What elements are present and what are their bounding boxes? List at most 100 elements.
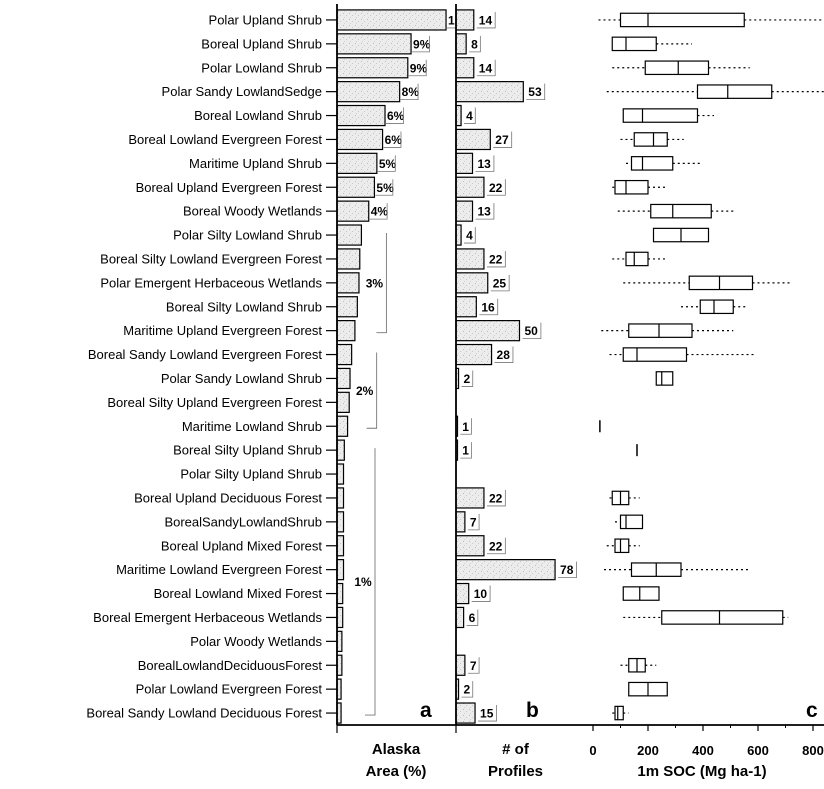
profiles-value-label: 4 [466, 109, 473, 123]
area-bar [336, 391, 350, 413]
profiles-value-label: 16 [481, 300, 495, 314]
profiles-bar [455, 200, 474, 222]
soc-box [688, 275, 754, 291]
profiles-label-frame [522, 322, 542, 340]
profiles-value-label: 2 [464, 372, 471, 386]
category-label: Boreal Silty Lowland Evergreen Forest [100, 251, 322, 266]
profiles-label-frame [467, 513, 480, 531]
profiles-label-frame [461, 681, 474, 698]
profiles-label-frame [475, 203, 495, 220]
area-label-frame [383, 131, 402, 148]
profiles-value-label: 22 [489, 491, 503, 505]
profiles-label-frame [475, 155, 495, 172]
area-bar [336, 296, 358, 318]
category-label: Maritime Lowland Shrub [182, 419, 322, 434]
profiles-label-frame [467, 657, 480, 674]
category-label: Polar Lowland Evergreen Forest [136, 682, 323, 697]
profiles-label-frame [486, 179, 506, 196]
soc-box [619, 12, 745, 28]
area-bar [336, 415, 349, 437]
area-bar [336, 511, 345, 533]
area-value-label: 4% [371, 205, 389, 219]
soc-box [696, 84, 773, 99]
area-value-label: 5% [379, 157, 397, 171]
soc-box [622, 586, 660, 601]
profiles-bar [455, 487, 485, 509]
area-group-bracket [366, 352, 378, 429]
area-bar [336, 57, 409, 79]
profiles-bar [455, 296, 477, 318]
profiles-label-frame [476, 11, 496, 29]
profiles-bar [455, 654, 466, 676]
area-bar [336, 272, 360, 294]
profiles-value-label: 22 [489, 181, 503, 195]
area-label-frame [375, 179, 394, 196]
category-label: Boreal Upland Deciduous Forest [134, 490, 322, 505]
area-bar [336, 535, 345, 557]
area-bar [336, 200, 370, 222]
category-label: Polar Sandy Lowland Shrub [161, 371, 322, 386]
category-label: Boreal Lowland Mixed Forest [154, 586, 323, 601]
profiles-bar [455, 152, 474, 174]
profiles-bar [455, 535, 485, 557]
profiles-value-label: 7 [470, 515, 477, 529]
panel-letter-b: b [526, 699, 539, 722]
axis-label-c: 1m SOC (Mg ha-1) [637, 763, 766, 780]
axis-label-b-line2: Profiles [488, 763, 543, 780]
profiles-label-frame [558, 561, 577, 579]
profiles-label-frame [478, 705, 497, 722]
profiles-label-frame [486, 250, 506, 268]
category-label: Boreal Lowland Shrub [194, 108, 322, 123]
area-group-bracket [365, 448, 376, 716]
area-value-label: 6% [387, 109, 405, 123]
panel-letter-a: a [420, 699, 432, 722]
category-labels: Polar Upland Shrub Boreal Upland Shrub Pol… [86, 12, 322, 720]
category-label: Boreal Silty Upland Shrub [173, 443, 322, 458]
panel-letter-c: c [806, 699, 818, 722]
profiles-value-label: 14 [479, 13, 493, 27]
area-value-label: 8% [402, 85, 420, 99]
soc-box [622, 347, 688, 362]
area-label-frame [400, 83, 419, 101]
area-bar [336, 487, 345, 509]
soc-box [611, 36, 657, 52]
profiles-value-label: 10 [474, 587, 488, 601]
area-label-frame [369, 203, 388, 220]
category-label: Boreal Sandy Lowland Evergreen Forest [88, 347, 323, 362]
soc-box [699, 299, 734, 315]
panel-c-soc: c 0 200 400 600 800 1m SOC (Mg ha-1) [589, 12, 824, 780]
profiles-bar [455, 128, 491, 151]
x-tick-label: 0 [589, 743, 596, 758]
profiles-label-frame [471, 585, 491, 602]
category-label: Boreal Silty Lowland Shrub [166, 299, 322, 314]
profiles-value-label: 25 [493, 276, 507, 290]
profiles-label-frame [486, 537, 506, 555]
profiles-value-label: 6 [469, 611, 476, 625]
area-bar [336, 224, 363, 246]
soc-box [655, 371, 674, 386]
profiles-label-frame [461, 370, 474, 387]
area-bar [336, 33, 412, 55]
profiles-value-label: 53 [528, 85, 542, 99]
axis-label-a-line2: Area (%) [366, 763, 427, 780]
profiles-bar [455, 320, 521, 342]
profiles-label-frame [464, 227, 476, 244]
category-label: Maritime Lowland Evergreen Forest [116, 562, 322, 577]
profiles-label-frame [526, 83, 546, 101]
category-label: Polar Upland Shrub [209, 12, 322, 27]
profiles-value-label: 27 [495, 133, 509, 147]
soc-box [622, 108, 699, 123]
axes [326, 4, 824, 733]
profiles-bar [455, 81, 524, 103]
x-tick-label: 800 [802, 743, 824, 758]
panel-b-profiles: 1481453427132213422251650282112272278106… [455, 9, 577, 780]
area-value-label: 6% [385, 133, 403, 147]
profiles-bar [455, 343, 493, 366]
area-bar [336, 343, 353, 366]
area-bar [336, 559, 345, 581]
area-bar [336, 176, 376, 198]
area-bar [336, 9, 447, 31]
profiles-value-label: 13 [478, 205, 492, 219]
category-label: Boreal Upland Evergreen Forest [136, 180, 323, 195]
